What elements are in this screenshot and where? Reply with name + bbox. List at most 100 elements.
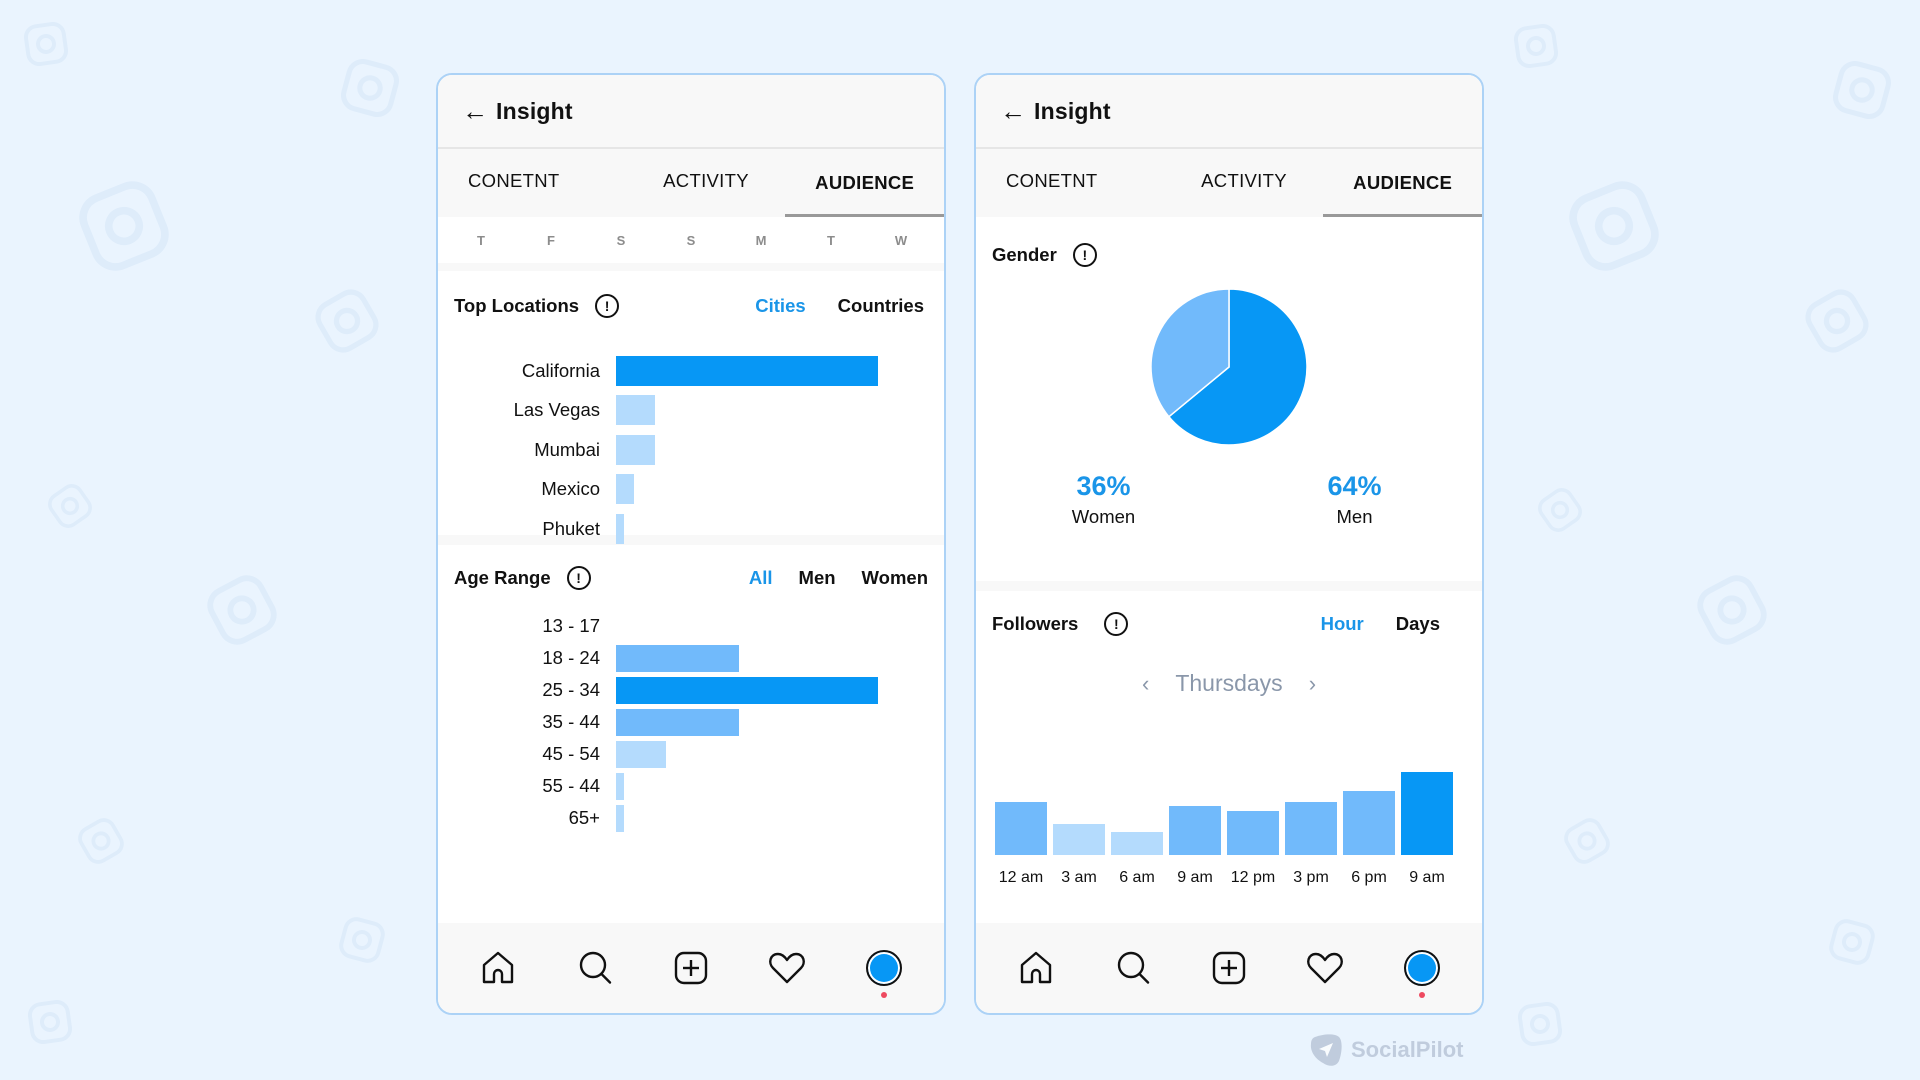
bar-label: Mexico bbox=[541, 478, 600, 500]
tab-activity[interactable]: ACTIVITY bbox=[663, 170, 749, 191]
section-title: Top Locations bbox=[454, 295, 580, 316]
camera-outline-icon bbox=[1532, 482, 1588, 538]
nav-home[interactable] bbox=[474, 944, 522, 992]
add-post-icon bbox=[674, 951, 708, 985]
bar-label: 18 - 24 bbox=[542, 647, 600, 668]
bar bbox=[1401, 772, 1453, 855]
tab-audience[interactable]: AUDIENCE bbox=[785, 149, 944, 217]
day-strip: T F S S M T W bbox=[438, 217, 944, 271]
tab-audience[interactable]: AUDIENCE bbox=[1323, 149, 1482, 217]
bar bbox=[1343, 791, 1395, 855]
filter-hour[interactable]: Hour bbox=[1320, 613, 1364, 634]
men-label: Men bbox=[1336, 506, 1373, 527]
legend-women: 36% Women bbox=[978, 471, 1229, 528]
info-icon[interactable]: ! bbox=[1072, 243, 1097, 267]
section-header: Top Locations ! Cities Countries bbox=[454, 288, 928, 324]
bar bbox=[616, 740, 666, 768]
notification-dot bbox=[1418, 992, 1425, 998]
camera-outline-icon bbox=[1511, 21, 1561, 71]
nav-profile[interactable] bbox=[860, 944, 908, 998]
x-axis-label: 9 am bbox=[1409, 869, 1445, 886]
panel-header: ← Insight bbox=[438, 75, 944, 149]
bar-row: Phuket bbox=[454, 509, 928, 549]
bar-row: Mexico bbox=[454, 470, 928, 510]
age-range-section: Age Range ! All Men Women 13 - 17 18 - 24… bbox=[438, 545, 944, 834]
bar-row: 13 - 17 bbox=[454, 610, 928, 642]
day-item[interactable]: T bbox=[477, 232, 485, 248]
brand-watermark: SocialPilot bbox=[1309, 1033, 1463, 1067]
bar bbox=[616, 804, 624, 832]
section-title: Gender bbox=[992, 244, 1057, 265]
nav-search[interactable] bbox=[1109, 944, 1157, 992]
bar-row: California bbox=[454, 351, 928, 391]
arrow-left-icon[interactable]: ← bbox=[1000, 96, 1026, 126]
insight-panel-gender-followers: ← Insight CONETNT ACTIVITY AUDIENCE Gend… bbox=[974, 73, 1484, 1015]
filter-days[interactable]: Days bbox=[1395, 613, 1440, 634]
tab-content[interactable]: CONETNT bbox=[468, 170, 560, 191]
pie-chart bbox=[1150, 288, 1308, 446]
women-percentage: 36% bbox=[1076, 471, 1131, 501]
legend-men: 64% Men bbox=[1229, 471, 1480, 528]
notification-dot bbox=[880, 992, 887, 998]
bar bbox=[616, 355, 878, 386]
home-icon bbox=[1020, 951, 1052, 984]
section-header: Age Range ! All Men Women bbox=[454, 560, 928, 596]
bar-row: 35 - 44 bbox=[454, 706, 928, 738]
location-filters: Cities Countries bbox=[755, 295, 924, 317]
filter-cities[interactable]: Cities bbox=[755, 295, 806, 316]
followers-x-axis: 12 am 3 am 6 am 9 am 12 pm 3 pm 6 pm 9 am bbox=[995, 869, 1453, 887]
nav-profile[interactable] bbox=[1398, 944, 1446, 998]
filter-all[interactable]: All bbox=[748, 567, 773, 588]
info-icon[interactable]: ! bbox=[595, 294, 620, 318]
bar-row: 18 - 24 bbox=[454, 642, 928, 674]
tab-content[interactable]: CONETNT bbox=[1006, 170, 1098, 191]
pie-slice-men bbox=[1167, 288, 1308, 446]
tab-activity[interactable]: ACTIVITY bbox=[1201, 170, 1287, 191]
bar-label: 35 - 44 bbox=[542, 711, 600, 732]
tab-bar: CONETNT ACTIVITY AUDIENCE bbox=[976, 149, 1482, 217]
day-item[interactable]: S bbox=[686, 232, 696, 248]
filter-women[interactable]: Women bbox=[861, 567, 928, 588]
bar-label: California bbox=[521, 359, 600, 381]
chevron-right-icon[interactable]: › bbox=[1308, 670, 1317, 696]
camera-outline-icon bbox=[1689, 567, 1776, 654]
arrow-left-icon[interactable]: ← bbox=[462, 96, 488, 126]
nav-add-post[interactable] bbox=[1205, 944, 1253, 992]
home-icon bbox=[482, 951, 514, 984]
camera-outline-icon bbox=[25, 997, 75, 1047]
filter-men[interactable]: Men bbox=[798, 567, 836, 588]
day-item[interactable]: T bbox=[827, 232, 835, 248]
camera-outline-icon bbox=[21, 19, 71, 69]
bar-label: Las Vegas bbox=[513, 399, 600, 421]
bar-label: Mumbai bbox=[534, 438, 600, 460]
section-divider bbox=[438, 535, 944, 545]
info-icon[interactable]: ! bbox=[566, 566, 591, 590]
top-locations-chart: California Las Vegas Mumbai Mexico Phuket bbox=[454, 351, 928, 549]
tab-bar: CONETNT ACTIVITY AUDIENCE bbox=[438, 149, 944, 217]
nav-activity[interactable] bbox=[1301, 944, 1349, 992]
section-header: Followers ! Hour Days bbox=[992, 606, 1466, 642]
info-icon[interactable]: ! bbox=[1104, 612, 1129, 636]
day-item[interactable]: S bbox=[616, 232, 626, 248]
nav-activity[interactable] bbox=[763, 944, 811, 992]
section-title: Age Range bbox=[454, 567, 551, 588]
filter-countries[interactable]: Countries bbox=[837, 295, 924, 316]
day-item[interactable]: M bbox=[755, 232, 767, 248]
bar-row: 45 - 54 bbox=[454, 738, 928, 770]
x-axis-label: 9 am bbox=[1177, 869, 1213, 886]
camera-outline-icon bbox=[336, 54, 405, 123]
insight-panel-locations-age: ← Insight CONETNT ACTIVITY AUDIENCE T F … bbox=[436, 73, 946, 1015]
bottom-nav bbox=[438, 923, 944, 1013]
day-item[interactable]: W bbox=[894, 232, 908, 248]
x-axis-label: 6 pm bbox=[1351, 869, 1387, 886]
bar bbox=[1169, 806, 1221, 855]
pie-slice-women bbox=[1150, 288, 1230, 418]
nav-home[interactable] bbox=[1012, 944, 1060, 992]
x-axis-label: 12 am bbox=[998, 869, 1044, 886]
day-item[interactable]: F bbox=[547, 232, 555, 248]
nav-add-post[interactable] bbox=[667, 944, 715, 992]
camera-outline-icon bbox=[72, 812, 129, 869]
bar bbox=[1285, 802, 1337, 855]
nav-search[interactable] bbox=[571, 944, 619, 992]
chevron-left-icon[interactable]: ‹ bbox=[1141, 670, 1150, 696]
